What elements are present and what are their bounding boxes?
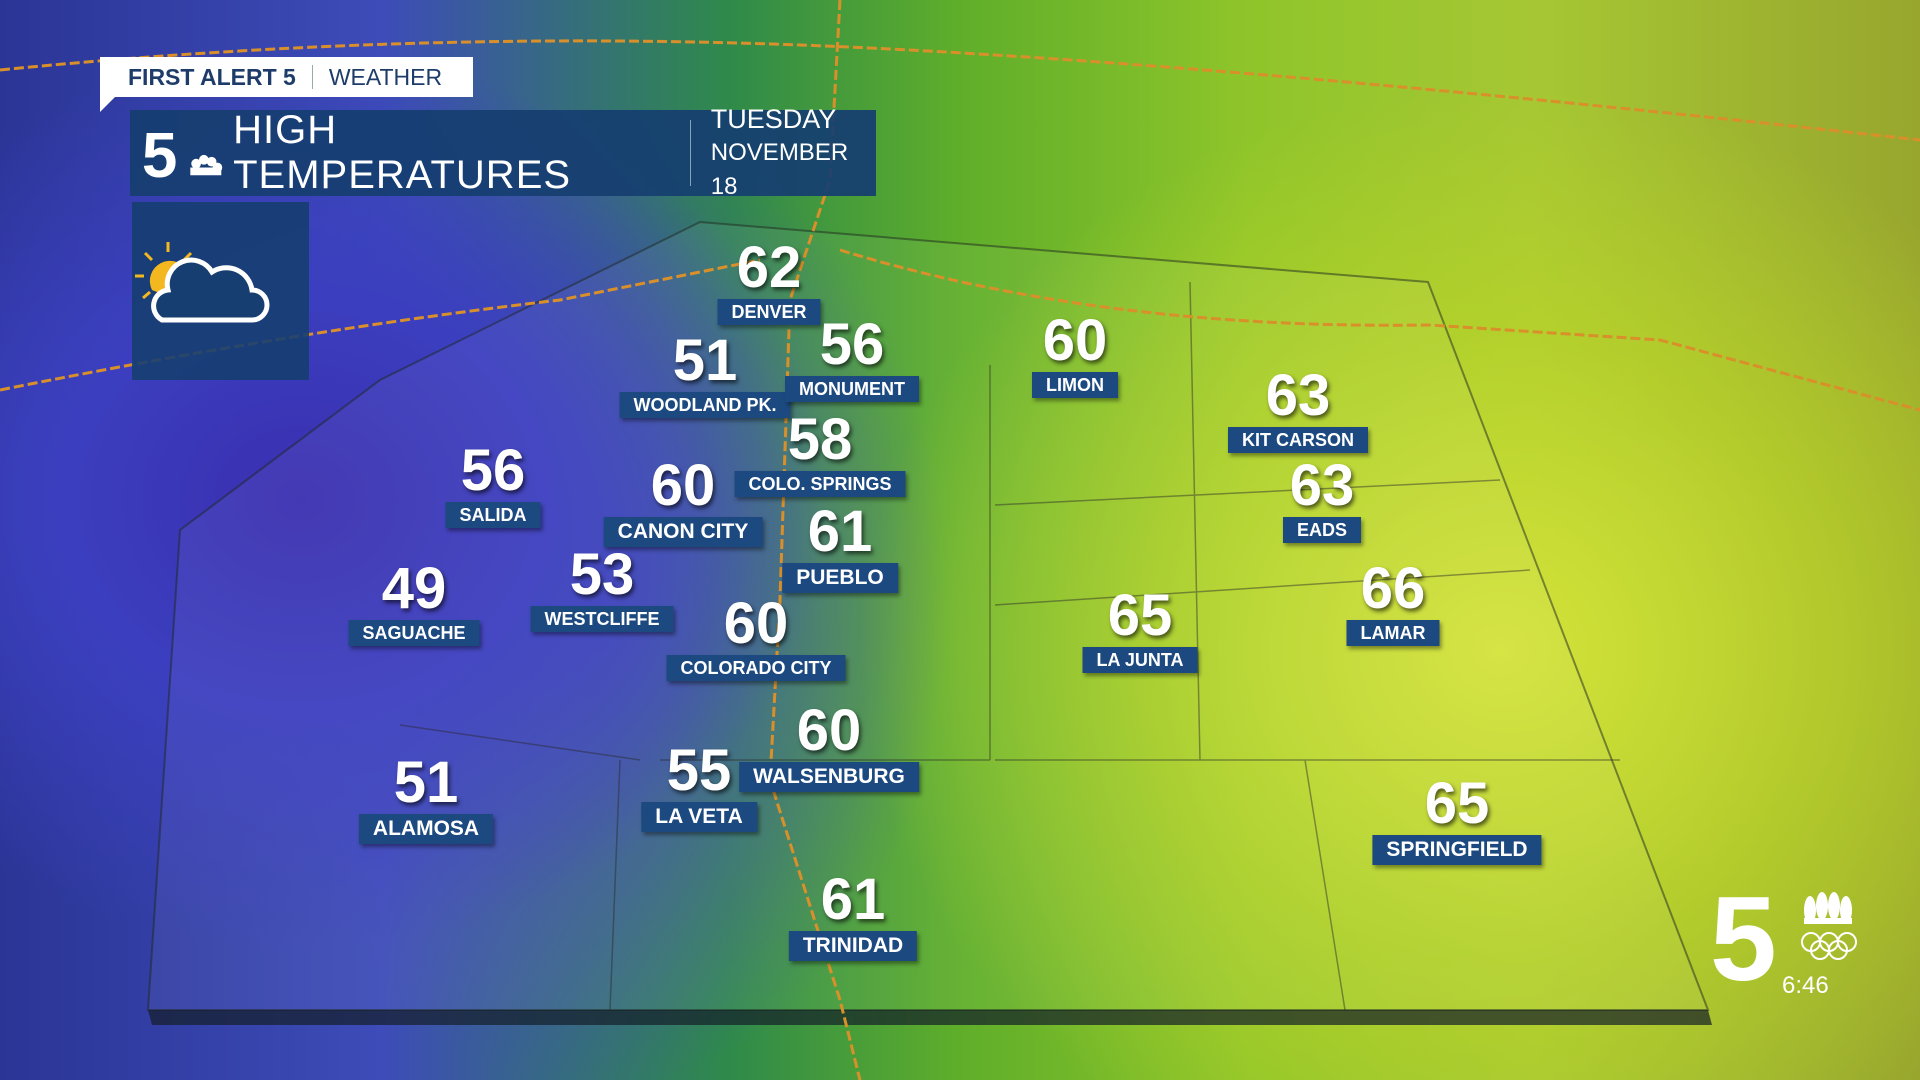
city-canon-city: 60 CANON CITY [603,453,763,547]
temperature: 60 [723,591,789,656]
city-label: ALAMOSA [358,814,494,844]
divider [311,65,313,89]
city-alamosa: 51 ALAMOSA [358,750,494,844]
city-lamar: 66 LAMAR [1346,556,1440,646]
title-bar: 5 HIGH TEMPERATURES TUESDAY NOVEMBER 18 [130,104,876,200]
city-label: LAMAR [1346,620,1440,646]
temperature: 65 [1424,771,1490,836]
city-denver: 62 DENVER [717,235,821,325]
city-label: SPRINGFIELD [1372,835,1542,865]
svg-text:5: 5 [142,119,178,188]
city-label: PUEBLO [782,563,898,593]
temperature: 49 [381,556,447,621]
city-label: LA JUNTA [1082,647,1198,673]
city-label: TRINIDAD [788,931,918,961]
nbc-5-olympics-logo-icon: 5 [1710,880,1857,1006]
city-westcliffe: 53 WESTCLIFFE [530,542,674,632]
temperature: 65 [1107,583,1173,648]
city-label: WOODLAND PK. [619,392,791,418]
temperature: 51 [393,750,459,815]
city-label: MONUMENT [785,376,919,402]
city-label: KIT CARSON [1228,427,1368,453]
city-saguache: 49 SAGUACHE [348,556,480,646]
city-salida: 56 SALIDA [445,438,541,528]
divider [689,120,691,186]
temperature: 63 [1265,363,1331,428]
page-title: HIGH TEMPERATURES [233,108,572,197]
partly-cloudy-icon [135,242,270,323]
city-label: COLO. SPRINGS [734,471,906,497]
temperature: 66 [1360,556,1426,621]
city-eads: 63 EADS [1282,453,1362,543]
city-la-veta: 55 LA VETA [641,740,757,832]
city-woodland-pk: 51 WOODLAND PK. [619,328,791,418]
city-pueblo: 61 PUEBLO [782,501,898,593]
temperature: 51 [672,328,738,393]
city-limon: 60 LIMON [1032,310,1118,398]
temperature: 60 [1042,308,1108,373]
city-monument: 56 MONUMENT [785,314,919,402]
clock: 6:46 [1782,972,1829,999]
temperature: 55 [666,738,732,803]
city-label: COLORADO CITY [666,655,846,681]
temperature: 61 [820,867,886,932]
temperature: 62 [736,235,802,300]
city-walsenburg: 60 WALSENBURG [739,700,919,792]
first-alert-badge: FIRST ALERT 5 WEATHER [100,57,473,97]
temperature: 63 [1289,453,1355,518]
temperature: 60 [796,698,862,763]
city-label: DENVER [717,299,821,325]
city-kit-carson: 63 KIT CARSON [1228,365,1368,453]
temperature: 53 [569,542,635,607]
temperature: 61 [807,499,873,564]
city-colorado-city: 60 COLORADO CITY [666,591,846,681]
badge-tail [100,96,116,112]
city-springfield: 65 SPRINGFIELD [1372,771,1542,865]
svg-text:5: 5 [1710,880,1777,1006]
city-label: LIMON [1032,372,1118,398]
forecast-icon-panel [132,202,309,380]
brand-left: FIRST ALERT 5 [128,63,296,90]
city-label: WALSENBURG [739,762,919,792]
city-label: SAGUACHE [348,620,480,646]
day: TUESDAY [710,104,837,134]
temperature: 60 [650,453,716,518]
date: NOVEMBER 18 [710,139,849,200]
city-trinidad: 61 TRINIDAD [788,867,918,961]
temperature: 56 [460,438,526,503]
temperature: 56 [819,312,885,377]
city-label: LA VETA [641,802,757,832]
city-label: WESTCLIFFE [530,606,674,632]
city-label: CANON CITY [603,517,763,547]
city-colo-springs: 58 COLO. SPRINGS [734,407,906,497]
city-label: SALIDA [445,502,541,528]
city-la-junta: 65 LA JUNTA [1082,583,1198,673]
channel-5-logo-icon: 5 [142,119,223,188]
city-label: EADS [1282,517,1362,543]
brand-right: WEATHER [328,63,443,90]
temperature: 58 [787,407,853,472]
date-block: TUESDAY NOVEMBER 18 [711,102,876,204]
